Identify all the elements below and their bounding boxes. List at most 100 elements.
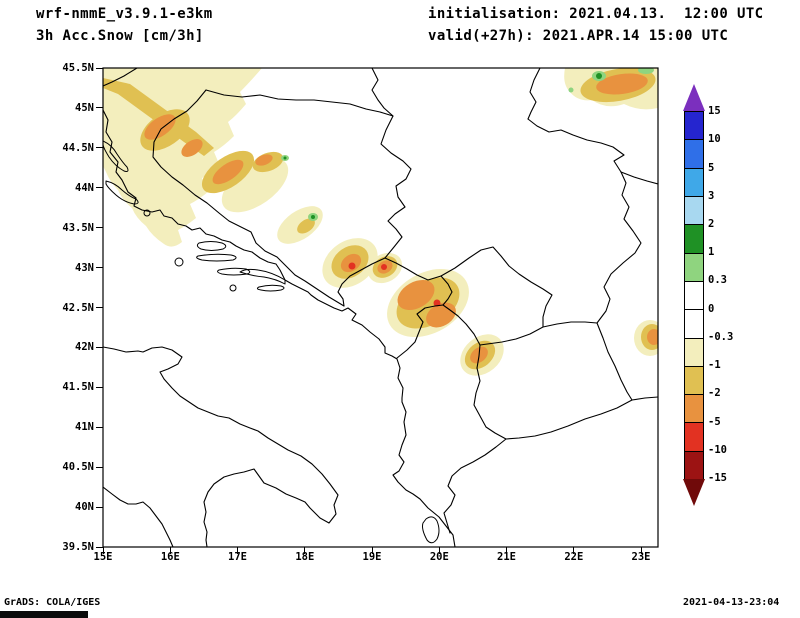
colorbar-segment: [685, 366, 703, 396]
coastline-italy-adriatic: [103, 346, 339, 547]
init-time-label: initialisation: 2021.04.13. 12:00 UTC: [428, 6, 764, 22]
colorbar-segment: [685, 196, 703, 226]
border-serbia-macedonia: [542, 321, 598, 328]
colorbar-segment: [685, 140, 703, 169]
island-pag: [103, 140, 129, 172]
snow-area-positive-speck: [311, 215, 315, 219]
border-bulgaria-greece: [631, 396, 658, 401]
border-serbia-montenegro: [384, 257, 442, 281]
border-montenegro-kosovo: [440, 275, 453, 306]
border-layer: [103, 68, 658, 534]
plot-frame: [102, 67, 659, 548]
coastline-croatia-albania: [103, 109, 456, 547]
border-romania-bulgaria-danube: [620, 171, 658, 185]
colorbar-segment: [685, 253, 703, 282]
y-axis-tickmark: [96, 267, 103, 269]
snow-area-red-core: [348, 262, 356, 270]
y-axis-tickmark: [96, 546, 103, 548]
snow-area-positive-speck: [638, 68, 654, 74]
y-axis-tickmark: [96, 147, 103, 149]
colorbar-level-label: 0.3: [708, 274, 727, 287]
border-kosovo-macedonia: [479, 326, 544, 346]
peljesac-peninsula: [239, 268, 286, 285]
y-axis-tick-label: 43N: [75, 261, 94, 274]
colorbar-segment: [685, 395, 703, 424]
colorbar-level-label: 0: [708, 302, 715, 315]
x-axis-tick-label: 15E: [93, 551, 113, 563]
product-title: 3h Acc.Snow [cm/3h]: [36, 28, 204, 44]
x-axis-tick-label: 21E: [497, 551, 516, 563]
model-title: wrf-nmmE_v3.9.1-e3km: [36, 6, 213, 22]
snow-area-gold: [297, 218, 315, 234]
island-corfu: [422, 516, 440, 544]
island-kornati: [143, 209, 151, 217]
y-axis-tickmark: [96, 386, 103, 388]
x-axis-tick-label: 19E: [362, 551, 382, 563]
border-bosnia-montenegro: [337, 257, 386, 307]
border-slovenia-croatia: [103, 68, 138, 87]
y-axis-tickmark: [96, 426, 103, 428]
border-macedonia-bulgaria: [596, 322, 633, 401]
border-serbia-bulgaria: [596, 171, 642, 324]
y-axis-tick-label: 40.5N: [62, 461, 94, 474]
x-axis-tick-label: 16E: [160, 551, 180, 563]
colorbar-segment: [685, 112, 703, 141]
y-axis-tickmark: [96, 506, 103, 508]
snow-area-red-core: [433, 299, 441, 307]
x-axis-tick-label: 22E: [564, 551, 584, 563]
border-serbia-romania-danube: [527, 118, 625, 173]
coastline-italy-tyrrhenian: [103, 486, 174, 547]
x-axis-tickmark: [506, 547, 507, 554]
colorbar-level-label: 10: [708, 133, 721, 146]
y-axis-tickmark: [96, 227, 103, 229]
colorbar-segment: [685, 338, 703, 367]
y-axis-tick-label: 45N: [75, 101, 94, 114]
border-serbia-romania: [527, 68, 541, 120]
y-axis-tickmark: [96, 107, 103, 109]
snow-area-positive-speck: [283, 156, 287, 160]
x-axis-tickmark: [573, 547, 575, 554]
snow-shading-layer: [103, 68, 658, 376]
bottom-black-bar: [0, 611, 88, 618]
x-axis-tick-label: 18E: [295, 551, 315, 563]
snow-area-pale: [221, 157, 289, 213]
colorbar-level-label: 3: [708, 189, 715, 202]
colorbar-level-label: -10: [708, 443, 727, 456]
border-macedonia-albania: [473, 344, 507, 440]
x-axis-tickmark: [371, 547, 373, 554]
snow-area-orange: [647, 329, 658, 345]
border-bosnia-serbia: [380, 115, 412, 259]
colorbar-arrow-up: [683, 84, 705, 111]
y-axis-tickmark: [96, 307, 103, 308]
snow-area-orange: [255, 154, 273, 166]
border-albania-greece: [443, 438, 507, 534]
x-axis-tick-label: 23E: [631, 551, 651, 563]
y-axis-tickmark: [96, 187, 103, 189]
border-montenegro-albania: [396, 304, 444, 359]
island-dugi-otok: [105, 180, 139, 205]
border-kosovo-albania: [442, 304, 481, 346]
colorbar-level-label: -5: [708, 415, 721, 428]
x-axis-tickmark: [169, 547, 171, 554]
snow-area-orange: [181, 139, 203, 157]
x-axis-tickmark: [438, 547, 440, 554]
snow-area-orange: [144, 114, 176, 140]
x-axis-tickmark: [640, 547, 642, 554]
colorbar-segment: [685, 310, 703, 339]
valid-time-label: valid(+27h): 2021.APR.14 15:00 UTC: [428, 28, 729, 44]
colorbar-segment: [685, 451, 703, 480]
y-axis-tick-label: 43.5N: [62, 221, 94, 234]
y-axis-tick-label: 44N: [75, 181, 94, 194]
y-axis-tick-label: 42.5N: [62, 301, 94, 314]
colorbar-level-label: -2: [708, 387, 721, 400]
coastline-layer: [103, 109, 456, 547]
colorbar-level-label: -1: [708, 359, 721, 372]
grads-credit-label: GrADS: COLA/IGES: [4, 597, 101, 608]
colorbar-level-label: 15: [708, 105, 721, 117]
snow-area-orange: [397, 279, 435, 311]
y-axis-tick-label: 39.5N: [62, 541, 94, 553]
colorbar-level-label: 1: [708, 246, 715, 259]
island-brac: [196, 241, 227, 251]
